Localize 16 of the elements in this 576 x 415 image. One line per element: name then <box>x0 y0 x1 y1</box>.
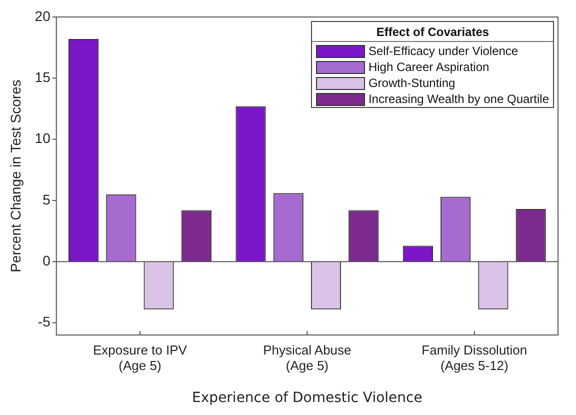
legend-label: Increasing Wealth by one Quartile <box>368 92 549 106</box>
y-tick-label: 15 <box>34 69 51 86</box>
legend-label: Growth-Stunting <box>368 76 456 90</box>
y-tick-label: -5 <box>38 314 51 330</box>
legend-label: High Career Aspiration <box>368 60 490 74</box>
y-axis-title: Percent Change in Test Scores <box>7 80 24 272</box>
y-tick-label: 0 <box>42 252 51 268</box>
y-tick-label: 10 <box>34 130 51 146</box>
legend-title: Effect of Covariates <box>375 24 490 41</box>
x-tick-label: Exposure to IPV (Age 5) <box>93 342 188 373</box>
x-axis-title: Experience of Domestic Violence <box>192 390 422 406</box>
legend-label: Self-Efficacy under Violence <box>368 44 518 58</box>
y-tick-label: 5 <box>42 191 51 208</box>
x-tick-label: Family Dissolution (Ages 5-12) <box>422 342 528 373</box>
x-tick-label: Physical Abuse (Age 5) <box>263 342 352 373</box>
y-tick-label: 20 <box>34 8 51 24</box>
